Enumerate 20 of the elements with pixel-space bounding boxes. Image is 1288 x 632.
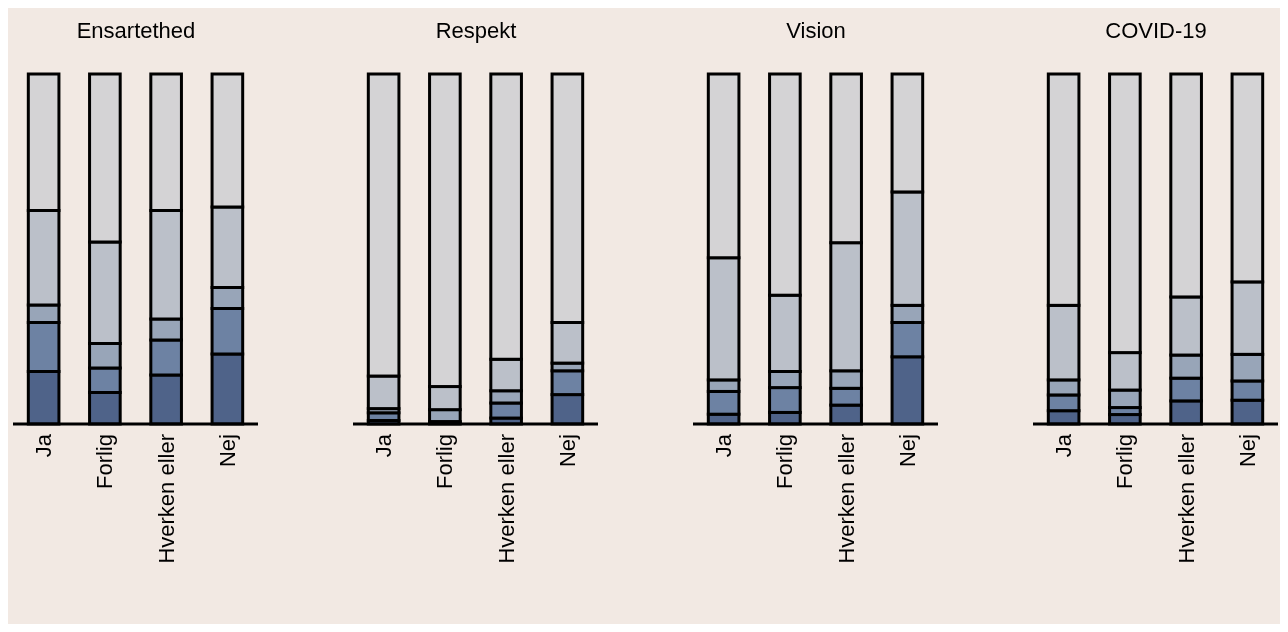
x-tick-label: Forlig bbox=[432, 434, 458, 490]
x-tick-label: Ja bbox=[1051, 433, 1077, 458]
x-tick-label: Hverken eller bbox=[493, 434, 519, 564]
chart-title: COVID-19 bbox=[1105, 18, 1207, 43]
x-tick-label: Forlig bbox=[92, 434, 118, 490]
x-tick-label: Nej bbox=[554, 434, 580, 468]
x-tick-label: Forlig bbox=[1112, 434, 1138, 490]
x-tick-label: Forlig bbox=[772, 434, 798, 490]
chart-title: Ensartethed bbox=[76, 18, 196, 43]
x-tick-label: Nej bbox=[1234, 434, 1260, 468]
x-tick-label: Hverken eller bbox=[1173, 434, 1199, 564]
x-tick-label: Ja bbox=[31, 433, 57, 458]
chart-title: Vision bbox=[786, 18, 846, 43]
x-tick-label: Ja bbox=[371, 433, 397, 458]
x-tick-label: Nej bbox=[894, 434, 920, 468]
chart-title: Respekt bbox=[435, 18, 517, 43]
x-tick-label: Hverken eller bbox=[153, 434, 179, 564]
x-tick-label: Hverken eller bbox=[833, 434, 859, 564]
x-tick-label: Ja bbox=[711, 433, 737, 458]
x-tick-label: Nej bbox=[214, 434, 240, 468]
